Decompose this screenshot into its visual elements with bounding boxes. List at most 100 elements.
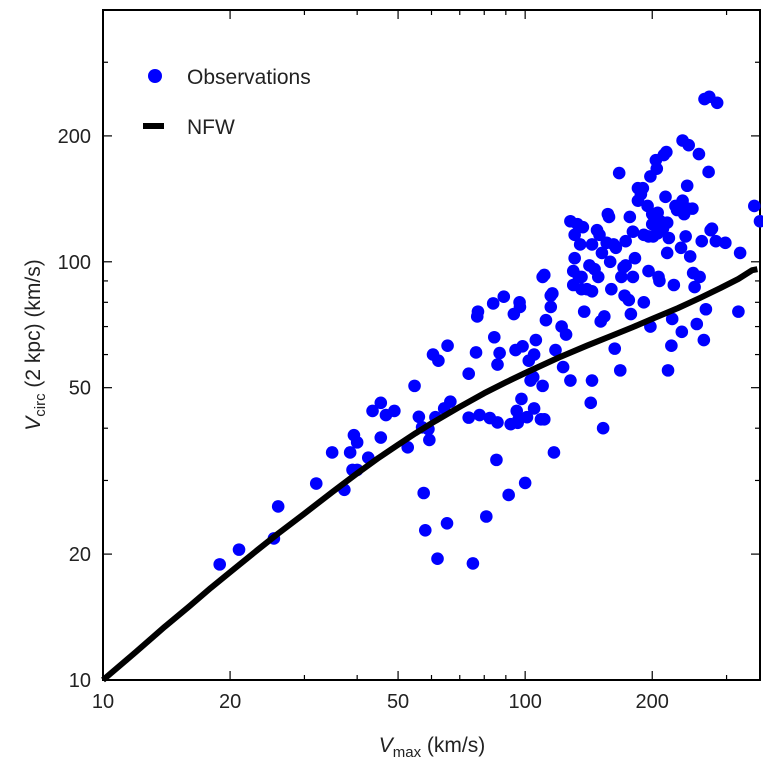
observation-point (693, 270, 706, 284)
observation-point (520, 410, 534, 424)
observation-point (466, 557, 480, 570)
observation-point (598, 310, 611, 323)
observation-point (661, 364, 675, 377)
observation-point (626, 225, 640, 239)
observation-point (653, 274, 666, 288)
observation-point (609, 241, 623, 255)
observation-point (549, 343, 562, 357)
x-axis-label: Vmax (km/s) (379, 734, 486, 758)
observation-point (637, 296, 651, 309)
observation-point (515, 392, 528, 406)
y-axis-ticks (103, 9, 760, 681)
x-tick-label: 200 (636, 691, 669, 713)
observation-point (575, 270, 588, 284)
observation-point (544, 300, 558, 314)
observation-point (418, 524, 432, 537)
observation-point (493, 346, 506, 360)
observation-point (702, 165, 715, 179)
observation-point (695, 234, 709, 248)
y-tick-label: 20 (69, 544, 91, 566)
observation-point (605, 282, 618, 296)
legend: Observations NFW (143, 66, 311, 139)
observation-point (584, 396, 598, 410)
observation-point (697, 333, 711, 347)
observation-point (487, 330, 501, 344)
observation-point (595, 246, 609, 260)
observation-point (662, 231, 676, 245)
observation-point (612, 166, 626, 180)
observation-point (325, 446, 339, 459)
observation-point (527, 402, 541, 415)
observation-point (680, 179, 694, 193)
legend-nfw-marker (143, 123, 164, 129)
x-tick-label: 100 (508, 691, 541, 713)
observation-point (733, 246, 747, 260)
observation-point (690, 317, 704, 331)
x-axis-ticks (102, 10, 728, 680)
observation-point (469, 346, 483, 359)
observation-point (683, 250, 697, 263)
y-tick-label: 50 (69, 378, 91, 400)
y-tick-label: 100 (58, 252, 91, 274)
observation-point (486, 297, 500, 310)
observation-point (699, 302, 713, 316)
observation-point (679, 230, 692, 243)
observation-point (576, 220, 590, 234)
observation-point (527, 348, 541, 361)
observation-point (556, 360, 570, 374)
observation-point (585, 238, 599, 251)
observation-point (462, 367, 476, 381)
observation-point (622, 293, 636, 307)
observation-point (513, 300, 527, 314)
observation-point (688, 280, 701, 294)
observation-point (568, 251, 581, 265)
y-axis-tick-labels: 10 20 50 100 200 (58, 126, 91, 692)
observation-point (674, 241, 688, 255)
x-tick-label: 20 (219, 691, 241, 713)
observation-point (232, 543, 246, 556)
observation-point (623, 210, 637, 224)
observation-point (660, 246, 674, 260)
legend-observations-marker (148, 69, 162, 83)
observation-point (491, 416, 504, 429)
observation-point (667, 278, 681, 292)
observation-point (628, 251, 642, 265)
observation-point (491, 358, 504, 371)
observation-point (547, 446, 561, 459)
observation-point (709, 234, 723, 248)
observation-point (659, 190, 672, 204)
observation-point (675, 325, 689, 339)
observation-point (350, 436, 364, 449)
observation-point (710, 96, 724, 110)
observation-point (564, 374, 577, 387)
observation-point (444, 395, 457, 408)
observation-point (665, 312, 679, 326)
observation-point (432, 354, 445, 368)
x-tick-label: 50 (387, 691, 409, 713)
observation-point (479, 510, 493, 523)
observation-point (536, 379, 549, 393)
observation-point (585, 374, 599, 387)
observation-point (440, 516, 454, 530)
y-axis-label: Vcirc (2 kpc) (km/s) (22, 259, 49, 431)
observation-point (559, 328, 573, 341)
observation-point (573, 238, 587, 251)
x-axis-tick-labels: 10 20 50 100 200 (92, 691, 669, 713)
observation-point (719, 236, 732, 250)
observations-series (213, 90, 763, 571)
observation-point (732, 305, 745, 318)
observation-point (401, 441, 415, 454)
observation-point (490, 453, 503, 467)
observation-point (753, 214, 763, 228)
observation-point (624, 307, 638, 321)
observation-point (660, 216, 674, 230)
observation-point (577, 305, 591, 318)
observation-point (518, 476, 532, 490)
observation-point (502, 488, 515, 502)
observation-point (462, 411, 476, 424)
observation-point (660, 145, 673, 159)
observation-point (613, 364, 627, 377)
observation-point (374, 431, 388, 444)
observation-point (366, 404, 379, 418)
observation-point (271, 500, 285, 513)
